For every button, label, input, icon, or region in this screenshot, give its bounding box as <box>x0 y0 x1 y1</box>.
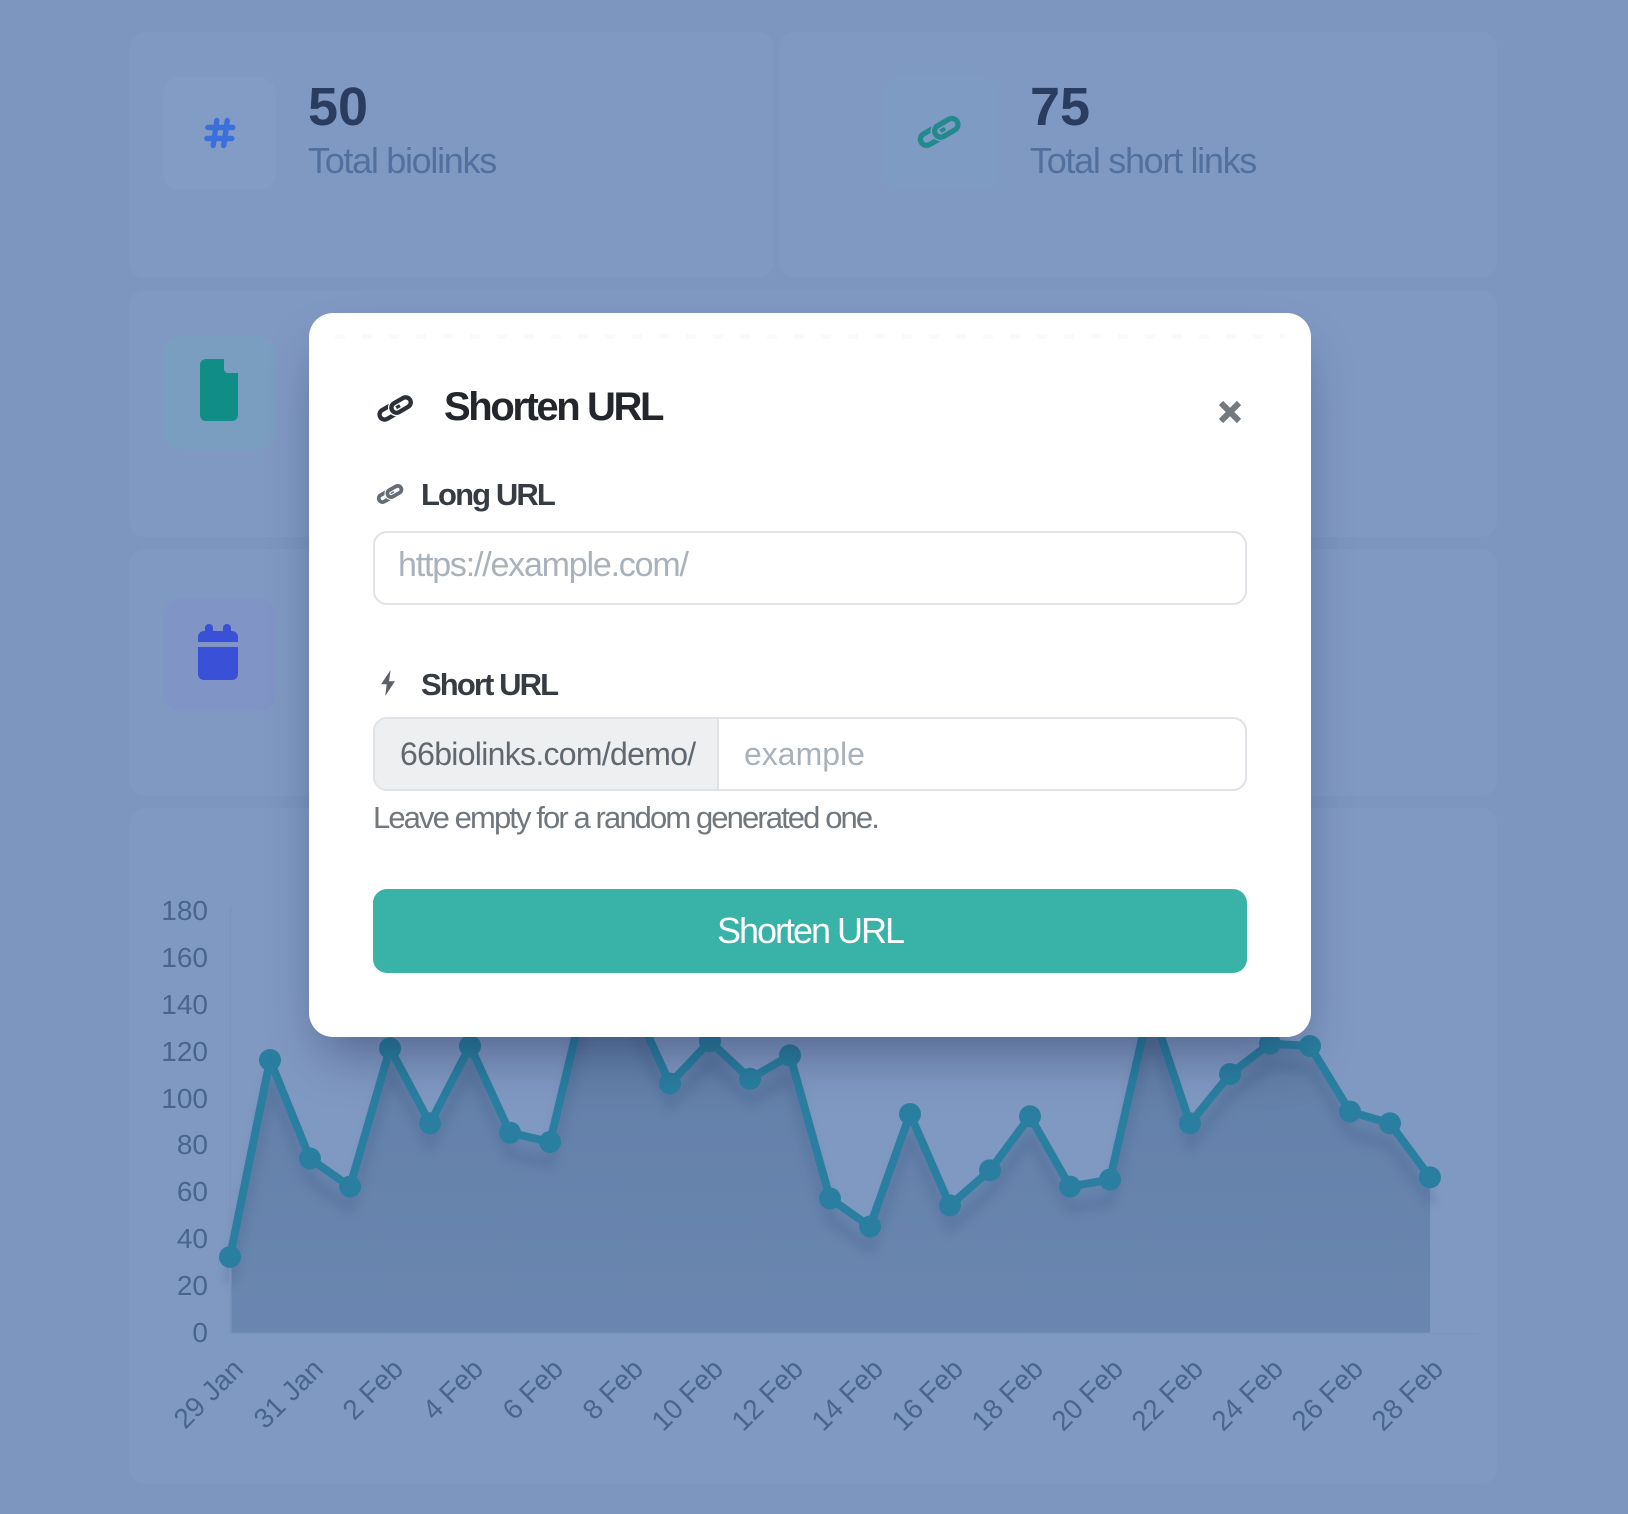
svg-text:4 Feb: 4 Feb <box>416 1353 489 1426</box>
svg-text:180: 180 <box>161 895 208 926</box>
svg-text:120: 120 <box>161 1036 208 1067</box>
svg-text:24 Feb: 24 Feb <box>1205 1353 1289 1437</box>
svg-text:14 Feb: 14 Feb <box>805 1353 889 1437</box>
svg-text:31 Jan: 31 Jan <box>248 1353 329 1434</box>
svg-text:20 Feb: 20 Feb <box>1045 1353 1129 1437</box>
svg-text:26 Feb: 26 Feb <box>1285 1353 1369 1437</box>
svg-text:20: 20 <box>177 1270 208 1301</box>
svg-text:22 Feb: 22 Feb <box>1125 1353 1209 1437</box>
svg-text:8 Feb: 8 Feb <box>576 1353 649 1426</box>
svg-text:80: 80 <box>177 1129 208 1160</box>
svg-text:140: 140 <box>161 989 208 1020</box>
svg-text:29 Jan: 29 Jan <box>168 1353 249 1434</box>
svg-text:2 Feb: 2 Feb <box>336 1353 409 1426</box>
svg-text:18 Feb: 18 Feb <box>965 1353 1049 1437</box>
svg-text:160: 160 <box>161 942 208 973</box>
svg-text:12 Feb: 12 Feb <box>725 1353 809 1437</box>
svg-text:60: 60 <box>177 1176 208 1207</box>
svg-text:100: 100 <box>161 1083 208 1114</box>
svg-text:6 Feb: 6 Feb <box>496 1353 569 1426</box>
svg-text:10 Feb: 10 Feb <box>645 1353 729 1437</box>
svg-text:0: 0 <box>192 1317 208 1348</box>
svg-text:16 Feb: 16 Feb <box>885 1353 969 1437</box>
svg-text:28 Feb: 28 Feb <box>1365 1353 1449 1437</box>
svg-text:40: 40 <box>177 1223 208 1254</box>
